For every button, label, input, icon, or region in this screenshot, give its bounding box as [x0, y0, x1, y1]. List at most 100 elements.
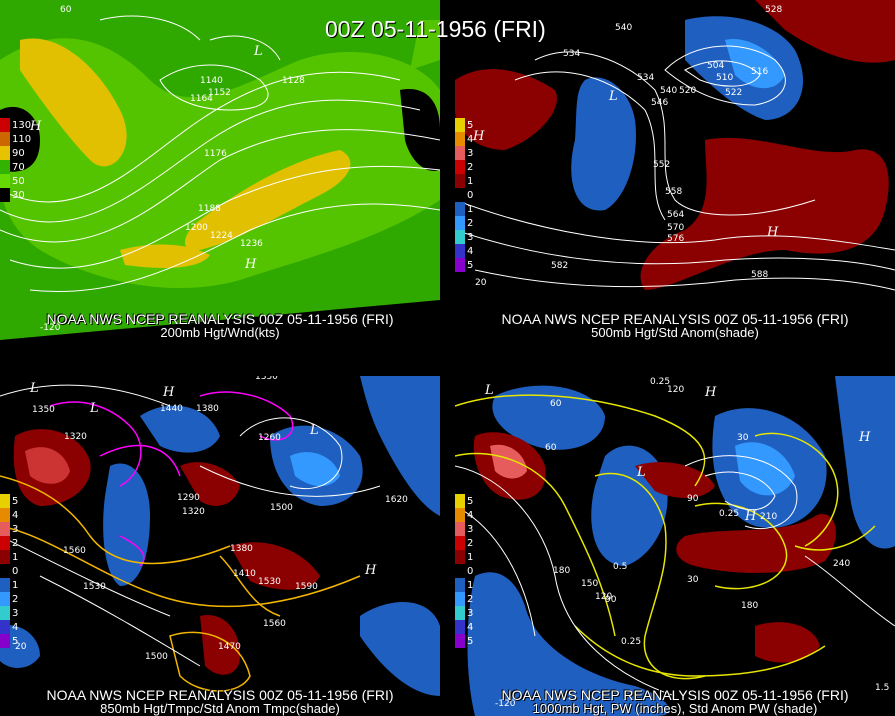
svg-text:1128: 1128 — [282, 76, 305, 86]
svg-text:1470: 1470 — [218, 642, 241, 652]
panel-caption-source: NOAA NWS NCEP REANALYSIS 00Z 05-11-1956 … — [501, 311, 849, 327]
scale-row: 2 — [0, 536, 34, 550]
svg-text:552: 552 — [653, 160, 670, 170]
scale-row: 2 — [455, 160, 489, 174]
svg-text:60: 60 — [550, 399, 562, 409]
panel-caption-source: NOAA NWS NCEP REANALYSIS 00Z 05-11-1956 … — [501, 687, 849, 703]
panel-850mb: 1350 1320 1440 1380 1260 1350 1290 1320 … — [0, 376, 440, 716]
svg-text:528: 528 — [765, 5, 782, 15]
scale-row: 4 — [455, 132, 489, 146]
svg-text:570: 570 — [667, 223, 684, 233]
svg-text:H: H — [744, 509, 757, 524]
svg-text:240: 240 — [833, 559, 850, 569]
scale-row: 1 — [455, 202, 489, 216]
svg-text:1500: 1500 — [270, 503, 293, 513]
svg-text:1152: 1152 — [208, 88, 231, 98]
scale-row: 0 — [0, 564, 34, 578]
scale-row: 3 — [0, 606, 34, 620]
svg-text:0.25: 0.25 — [719, 509, 739, 519]
svg-text:-120: -120 — [495, 699, 516, 709]
svg-text:60: 60 — [545, 443, 557, 453]
svg-text:1164: 1164 — [190, 94, 213, 104]
svg-text:30: 30 — [737, 433, 749, 443]
svg-text:1188: 1188 — [198, 204, 221, 214]
svg-text:H: H — [162, 385, 175, 400]
svg-text:1200: 1200 — [185, 223, 208, 233]
panel-caption-source: NOAA NWS NCEP REANALYSIS 00Z 05-11-1956 … — [46, 311, 394, 327]
scale-row: 5 — [455, 494, 489, 508]
scale-row: 0 — [455, 188, 489, 202]
svg-text:L: L — [484, 383, 494, 398]
svg-text:180: 180 — [741, 601, 758, 611]
svg-text:1590: 1590 — [295, 582, 318, 592]
svg-text:510: 510 — [716, 73, 733, 83]
scale-row: 1 — [455, 174, 489, 188]
svg-text:L: L — [253, 44, 263, 59]
svg-text:1560: 1560 — [63, 546, 86, 556]
scale-row: 3 — [455, 230, 489, 244]
panel-1000mb: 0.25 120 60 60 30 90 0.25 210 240 180 15… — [455, 376, 895, 716]
scale-row: 4 — [455, 620, 489, 634]
scale-row: 110 — [0, 132, 34, 146]
anomaly-scale: 5 4 3 2 1 0 1 2 3 4 5 — [455, 494, 489, 648]
panel-500mb: 534 540 528 534 540 546 520 510 516 522 … — [455, 0, 895, 340]
scale-row: 2 — [455, 592, 489, 606]
scale-row: 130 — [0, 118, 34, 132]
anomaly-scale: 5 4 3 2 1 0 1 2 3 4 5 — [0, 494, 34, 648]
svg-text:H: H — [704, 385, 717, 400]
svg-text:0.25: 0.25 — [650, 377, 670, 387]
svg-text:L: L — [29, 381, 39, 396]
scale-row: 2 — [455, 216, 489, 230]
svg-text:0.5: 0.5 — [613, 562, 627, 572]
svg-text:90: 90 — [605, 595, 617, 605]
svg-text:H: H — [244, 257, 257, 272]
svg-text:540: 540 — [660, 86, 677, 96]
svg-text:1176: 1176 — [204, 149, 227, 159]
svg-text:-120: -120 — [40, 323, 61, 333]
svg-text:504: 504 — [707, 61, 724, 71]
scale-row: 4 — [0, 508, 34, 522]
svg-text:90: 90 — [687, 494, 699, 504]
svg-text:H: H — [766, 225, 779, 240]
svg-text:1380: 1380 — [230, 544, 253, 554]
scale-row: 70 — [0, 160, 34, 174]
map-200mb: 1140 1152 1164 1128 1176 1188 1200 1224 … — [0, 0, 440, 340]
scale-row: 1 — [0, 550, 34, 564]
scale-row: 4 — [455, 508, 489, 522]
svg-text:588: 588 — [751, 270, 768, 280]
svg-text:H: H — [29, 119, 42, 134]
svg-text:20: 20 — [15, 642, 27, 652]
svg-text:1140: 1140 — [200, 76, 223, 86]
scale-row: 1 — [0, 578, 34, 592]
scale-row: 5 — [455, 118, 489, 132]
svg-text:1290: 1290 — [177, 493, 200, 503]
panel-caption-field: 200mb Hgt/Wnd(kts) — [160, 325, 280, 340]
svg-text:1.5: 1.5 — [875, 683, 889, 693]
svg-text:1260: 1260 — [258, 433, 281, 443]
svg-text:1380: 1380 — [196, 404, 219, 414]
panel-caption-field: 500mb Hgt/Std Anom(shade) — [591, 325, 759, 340]
svg-text:1224: 1224 — [210, 231, 233, 241]
svg-text:L: L — [636, 465, 646, 480]
svg-text:1320: 1320 — [64, 432, 87, 442]
scale-row: 5 — [455, 634, 489, 648]
svg-text:546: 546 — [651, 98, 668, 108]
wind-scale: 130 110 90 70 50 30 — [0, 118, 34, 202]
panel-caption-source: NOAA NWS NCEP REANALYSIS 00Z 05-11-1956 … — [46, 687, 394, 703]
svg-text:210: 210 — [760, 512, 777, 522]
svg-text:60: 60 — [60, 5, 72, 15]
svg-text:L: L — [608, 89, 618, 104]
svg-text:516: 516 — [751, 67, 768, 77]
map-850mb: 1350 1320 1440 1380 1260 1350 1290 1320 … — [0, 376, 440, 716]
panel-caption-field: 850mb Hgt/Tmpc/Std Anom Tmpc(shade) — [100, 701, 340, 716]
scale-row: 3 — [455, 522, 489, 536]
svg-text:576: 576 — [667, 234, 684, 244]
svg-text:1350: 1350 — [32, 405, 55, 415]
svg-text:1236: 1236 — [240, 239, 263, 249]
svg-text:582: 582 — [551, 261, 568, 271]
scale-row: 5 — [0, 494, 34, 508]
scale-row: 2 — [0, 592, 34, 606]
svg-text:534: 534 — [637, 73, 654, 83]
svg-text:520: 520 — [679, 86, 696, 96]
panel-caption-field: 1000mb Hgt, PW (inches), Std Anom PW (sh… — [532, 701, 818, 716]
